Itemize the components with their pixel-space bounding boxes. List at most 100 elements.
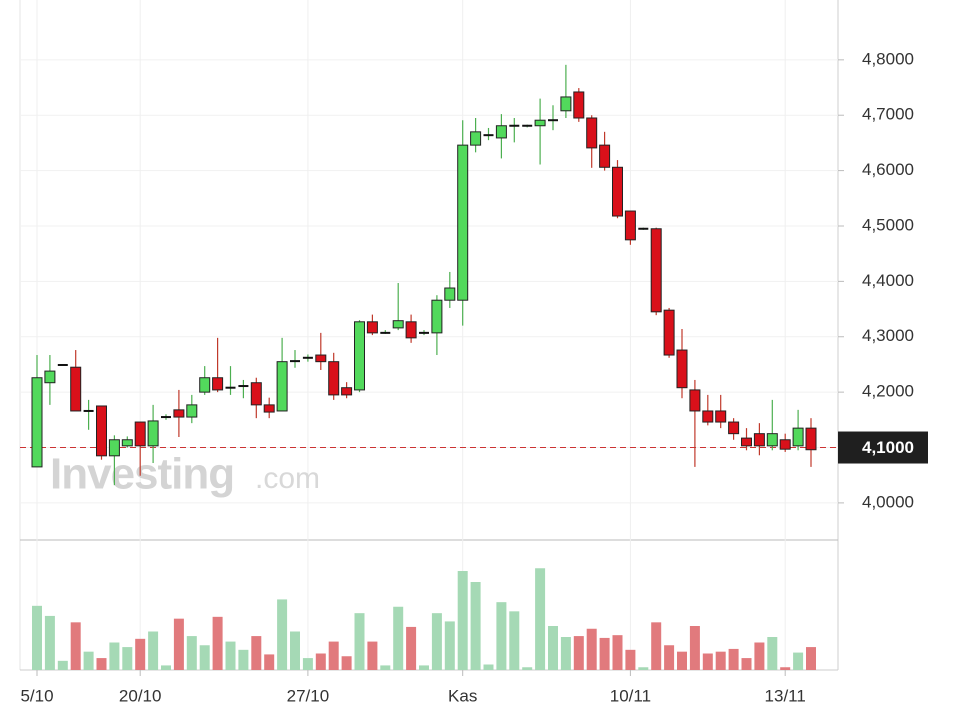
volume-bar (560, 637, 571, 670)
volume-bar (277, 599, 288, 670)
volume-bar (664, 645, 675, 670)
volume-bar (573, 636, 584, 670)
candle-body (534, 119, 546, 127)
candle-body (250, 382, 262, 406)
candle-body (108, 439, 120, 457)
candle-body (560, 96, 572, 112)
candle-body (225, 386, 236, 389)
candle-body (212, 377, 224, 391)
watermark-suffix: .com (255, 462, 320, 495)
candle-body (70, 366, 82, 412)
candle-body (650, 228, 662, 313)
y-tick-label: 4,6000 (862, 160, 914, 179)
candle-body (302, 356, 313, 359)
volume-bar (380, 665, 391, 670)
volume-bar (57, 660, 68, 670)
candle-body (676, 349, 688, 389)
x-tick-label: 13/11 (765, 686, 806, 705)
candle-body (599, 144, 611, 168)
candle-body (522, 124, 533, 127)
volume-bar (806, 647, 816, 670)
candle-body (31, 377, 43, 468)
volume-bar (651, 622, 662, 670)
candle-body (366, 321, 378, 334)
volume-bar (470, 582, 481, 670)
volume-bar (586, 628, 597, 670)
x-tick-label: 5/10 (20, 686, 53, 705)
volume-bar (509, 611, 520, 670)
volume-bar (354, 613, 365, 670)
volume-bar (535, 568, 546, 670)
candle-body (766, 433, 778, 447)
volume-bar (161, 665, 171, 670)
candle-body (83, 409, 94, 412)
y-tick-label: 4,5000 (862, 215, 914, 234)
volume-bar (612, 635, 623, 670)
candle-body (380, 331, 391, 334)
volume-bar (483, 664, 494, 670)
candle-body (173, 409, 185, 418)
candle-body (663, 309, 675, 356)
volume-bar (689, 626, 700, 670)
candle-body (779, 439, 791, 450)
candle-body (419, 331, 429, 334)
candle-body (238, 385, 249, 388)
candle-body (392, 320, 404, 329)
volume-bar (715, 651, 726, 670)
candle-body (96, 405, 107, 457)
volume-bar (328, 641, 339, 670)
candle-body (612, 166, 623, 217)
candle-body (548, 119, 558, 122)
x-tick-label: 27/10 (287, 686, 330, 705)
volume-bar (754, 642, 765, 670)
y-tick-label: 4,4000 (862, 271, 914, 290)
volume-bar (457, 571, 468, 670)
candle-body (354, 321, 365, 391)
candle-body (741, 437, 752, 447)
volume-bar (599, 637, 610, 670)
candle-body (753, 433, 765, 447)
candle-body (573, 91, 585, 119)
candle-body (44, 370, 56, 384)
volume-bar (44, 615, 55, 670)
volume-bar (638, 667, 649, 670)
volume-bar (212, 616, 223, 670)
volume-bar (341, 656, 352, 670)
candle-body (186, 404, 198, 418)
volume-bar (522, 667, 533, 670)
candle-body (457, 144, 469, 301)
price-tag (838, 431, 928, 464)
price-tag-label: 4,1000 (862, 438, 914, 457)
volume-bar (135, 638, 146, 670)
candle-body (405, 321, 417, 339)
volume-bar (677, 651, 687, 670)
candle-body (715, 410, 727, 423)
candle-body (134, 421, 146, 447)
candle-body (199, 377, 211, 393)
candle-body (624, 210, 636, 241)
candle-body (792, 427, 804, 447)
candle-body (328, 361, 340, 396)
volume-bar (728, 648, 739, 670)
volume-bar (625, 649, 636, 670)
volume-bar (315, 653, 326, 670)
candle-body (805, 427, 817, 451)
y-tick-label: 4,3000 (862, 326, 914, 345)
volume-bar (122, 647, 133, 670)
candle-body (431, 299, 443, 334)
volume-bar (393, 606, 404, 670)
x-tick-label: Kas (448, 686, 477, 705)
volume-bar (548, 626, 558, 670)
candle-body (586, 117, 598, 149)
volume-bar (96, 658, 107, 670)
volume-bar (225, 641, 236, 670)
volume-bar (793, 652, 804, 670)
watermark: Investing (50, 450, 234, 499)
volume-bar (419, 665, 429, 670)
volume-bar (367, 641, 378, 670)
volume-bar (264, 654, 275, 670)
candle-body (315, 354, 327, 363)
candle-body (57, 363, 68, 366)
y-tick-label: 4,8000 (862, 49, 914, 68)
